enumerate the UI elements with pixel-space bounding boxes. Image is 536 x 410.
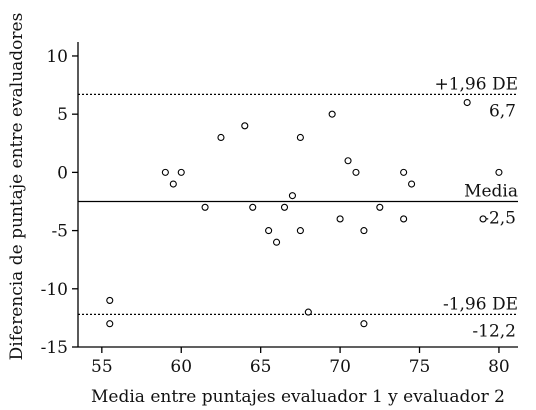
reference-label-top: -1,96 DE [443, 294, 518, 314]
y-tick-label: 5 [57, 105, 68, 125]
reference-label-value: 6,7 [489, 101, 516, 121]
data-point [304, 308, 312, 316]
y-tick-label: -5 [51, 222, 68, 242]
y-tick-label: -15 [41, 338, 68, 358]
data-point [344, 157, 352, 165]
data-point [169, 180, 177, 188]
x-axis-label: Media entre puntajes evaluador 1 y evalu… [91, 387, 505, 407]
reference-label-value: -2,5 [483, 208, 516, 228]
reference-label-value: -12,2 [472, 321, 516, 341]
data-point [177, 168, 185, 176]
x-tick-label: 55 [91, 357, 113, 377]
data-point [273, 238, 281, 246]
data-point [288, 192, 296, 200]
data-point [376, 203, 384, 211]
x-tick-label: 75 [409, 357, 431, 377]
data-point [408, 180, 416, 188]
data-points [106, 98, 503, 328]
x-tick-label: 80 [488, 357, 510, 377]
data-point [217, 133, 225, 142]
data-point [249, 203, 257, 211]
reference-label-top: +1,96 DE [434, 74, 518, 94]
y-tick-label: -10 [41, 280, 68, 300]
data-point [280, 203, 289, 211]
reference-lines: +1,96 DE 6,7 Media -2,5 -1,96 DE -12,2 [78, 74, 518, 341]
y-tick-label: 10 [46, 47, 68, 67]
data-point [360, 320, 368, 328]
data-point [495, 168, 503, 176]
x-tick-label: 70 [329, 357, 351, 377]
data-point [328, 110, 336, 118]
data-point [106, 296, 114, 304]
data-point [201, 203, 209, 211]
data-point [400, 215, 408, 223]
data-point [296, 227, 304, 235]
data-point [106, 320, 114, 328]
y-tick-label: 0 [57, 163, 68, 183]
data-point [296, 133, 304, 142]
data-point [161, 168, 169, 176]
reference-label-top: Media [464, 181, 518, 201]
x-tick-label: 65 [250, 357, 272, 377]
tick-layer: 55 60 65 70 75 80 10 5 0 -5 -10 -15 [41, 47, 510, 377]
data-point [479, 215, 487, 223]
data-point [336, 215, 344, 223]
data-point [360, 227, 368, 235]
x-tick-label: 60 [170, 357, 192, 377]
data-point [463, 98, 471, 107]
data-point [265, 227, 273, 235]
y-axis-label: Diferencia de puntaje entre evaluadores [7, 13, 27, 361]
data-point [352, 168, 360, 176]
data-point [241, 122, 249, 130]
data-point [400, 168, 408, 176]
